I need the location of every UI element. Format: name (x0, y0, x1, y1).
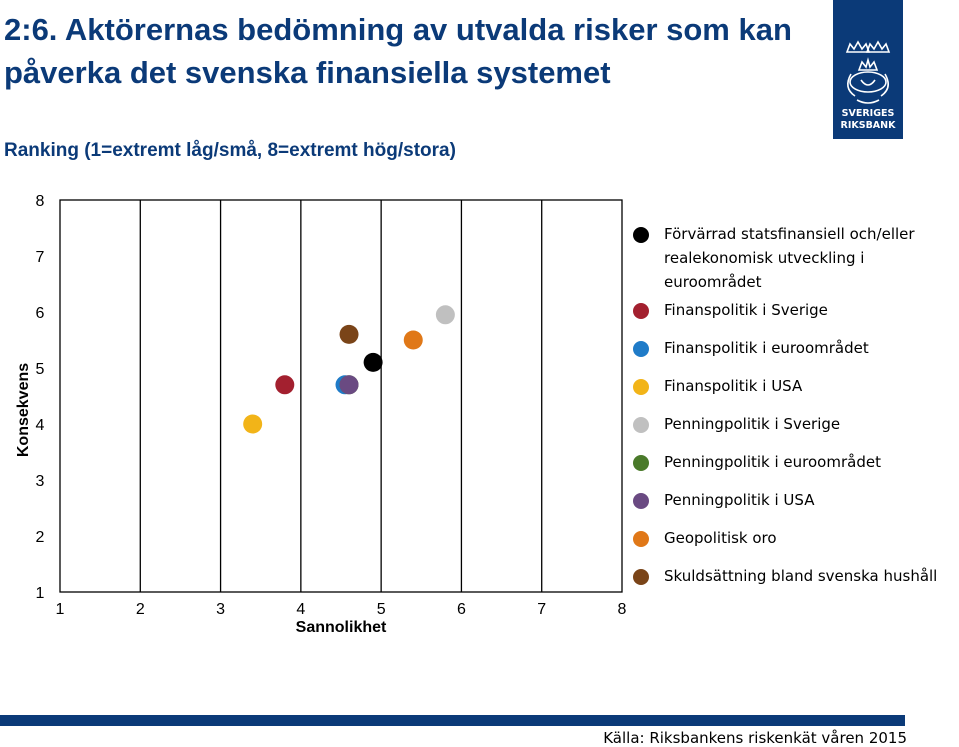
legend-swatch-icon (633, 227, 649, 243)
legend-swatch-icon (633, 379, 649, 395)
legend-swatch-icon (633, 493, 649, 509)
x-tick-label: 1 (56, 601, 65, 618)
legend-label: Penningpolitik i USA (664, 491, 815, 509)
source-note: Källa: Riksbankens riskenkät våren 2015 (603, 729, 907, 747)
logo-text-line2: RIKSBANK (840, 120, 896, 131)
x-tick-label: 4 (296, 601, 305, 618)
riksbank-logo: SVERIGES RIKSBANK (833, 0, 903, 139)
x-tick-label: 6 (457, 601, 466, 618)
chart-subtitle: Ranking (1=extremt låg/små, 8=extremt hö… (4, 140, 456, 161)
legend-label: Skuldsättning bland svenska hushåll (664, 567, 938, 585)
legend-label: Penningpolitik i euroområdet (664, 453, 881, 471)
y-tick-label: 7 (36, 249, 45, 266)
x-tick-label: 8 (618, 601, 627, 618)
legend-label: Penningpolitik i Sverige (664, 415, 841, 433)
x-axis-label: Sannolikhet (296, 619, 387, 636)
data-point-7 (403, 330, 423, 350)
data-point-8 (339, 324, 359, 344)
legend-swatch-icon (633, 455, 649, 471)
legend-swatch-icon (633, 417, 649, 433)
data-point-0 (363, 352, 383, 372)
legend-label: Finanspolitik i euroområdet (664, 339, 869, 357)
x-tick-label: 7 (537, 601, 546, 618)
x-tick-label: 5 (377, 601, 386, 618)
y-tick-label: 2 (36, 529, 45, 546)
x-tick-label: 3 (216, 601, 225, 618)
y-axis-label: Konsekvens (15, 363, 32, 457)
data-point-3 (243, 414, 263, 434)
legend-swatch-icon (633, 569, 649, 585)
scatter-chart: 1 2 3 4 5 6 7 8 1 2 3 4 5 6 7 8 Sannolikhet Konsekvens (15, 193, 627, 636)
y-tick-label: 4 (36, 417, 45, 434)
footer-bar (0, 715, 905, 726)
y-tick-label: 8 (36, 193, 45, 210)
legend-swatch-icon (633, 341, 649, 357)
crown-emblem-icon (845, 40, 891, 104)
y-tick-label: 6 (36, 305, 45, 322)
y-tick-label: 1 (36, 585, 45, 602)
plot-frame (59, 199, 623, 593)
legend-swatch-icon (633, 303, 649, 319)
y-tick-label: 5 (36, 361, 45, 378)
y-tick-label: 3 (36, 473, 45, 490)
logo-text-line1: SVERIGES (841, 108, 895, 119)
legend-swatch-icon (633, 531, 649, 547)
x-tick-label: 2 (136, 601, 145, 618)
legend-label: Finanspolitik i USA (664, 377, 803, 395)
data-point-4 (435, 305, 455, 325)
data-point-1 (275, 375, 295, 395)
legend-label: Finanspolitik i Sverige (664, 301, 828, 319)
page-title: 2:6. Aktörernas bedömning av utvalda ris… (4, 12, 792, 90)
legend-label: Geopolitisk oro (664, 529, 777, 547)
legend-label: Förvärrad statsfinansiell och/eller real… (664, 225, 915, 291)
data-point-6 (339, 375, 359, 395)
